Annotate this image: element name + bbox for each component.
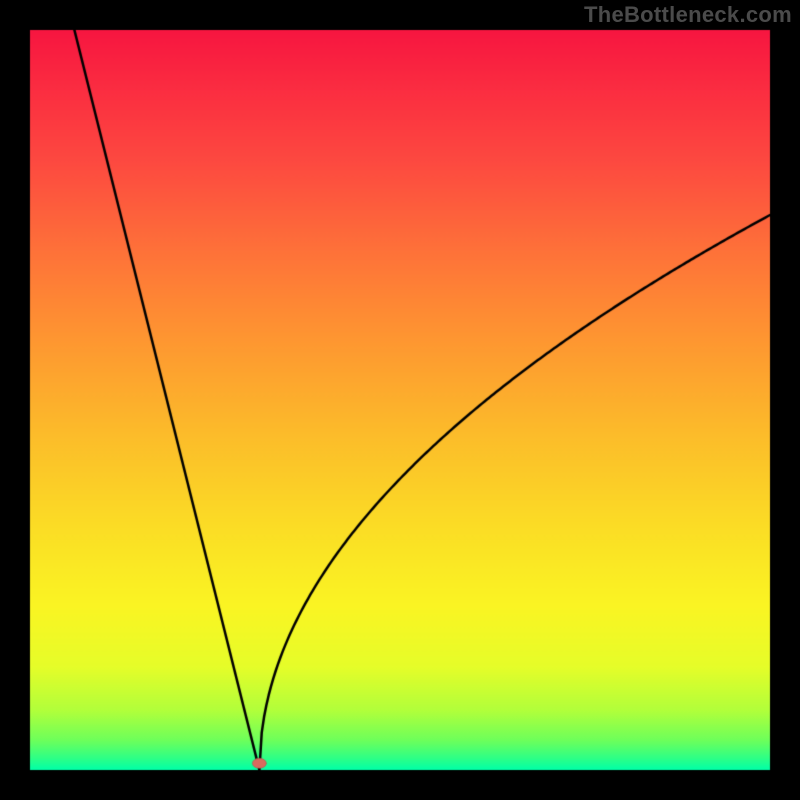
bottleneck-chart-canvas	[0, 0, 800, 800]
chart-stage: TheBottleneck.com	[0, 0, 800, 800]
